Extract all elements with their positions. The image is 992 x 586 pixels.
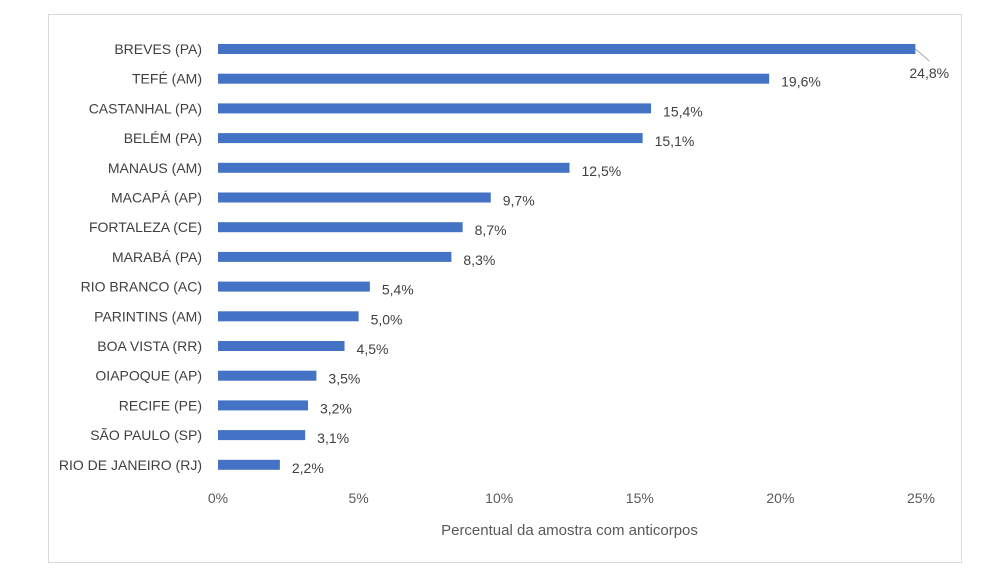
category-label: BELÉM (PA) xyxy=(124,130,202,146)
category-label: RIO DE JANEIRO (RJ) xyxy=(59,457,202,473)
bar xyxy=(218,133,643,144)
data-label: 15,1% xyxy=(655,133,695,149)
data-label: 8,3% xyxy=(463,252,495,268)
bar xyxy=(218,73,770,84)
category-label: TEFÉ (AM) xyxy=(132,71,202,87)
category-label: RECIFE (PE) xyxy=(119,397,202,413)
bar xyxy=(218,311,359,322)
data-label: 19,6% xyxy=(781,74,821,90)
bar xyxy=(218,251,452,262)
data-label: 5,0% xyxy=(371,311,403,327)
category-label: BREVES (PA) xyxy=(114,41,202,57)
category-label: SÃO PAULO (SP) xyxy=(90,427,202,443)
x-tick-label: 10% xyxy=(485,490,513,506)
bars xyxy=(218,44,916,470)
x-tick-label: 20% xyxy=(766,490,794,506)
data-label: 9,7% xyxy=(503,193,535,209)
x-tick-label: 5% xyxy=(348,490,368,506)
bar xyxy=(218,222,463,233)
data-label: 3,2% xyxy=(320,400,352,416)
data-label: 12,5% xyxy=(582,163,622,179)
data-labels: 24,8% 19,6% 15,4% 15,1% 12,5% 9,7% 8,7% 8,3% 5,4… xyxy=(292,48,949,476)
data-label: 8,7% xyxy=(475,222,507,238)
category-label: OIAPOQUE (AP) xyxy=(95,368,202,384)
bar xyxy=(218,162,570,173)
data-label: 4,5% xyxy=(357,341,389,357)
bar xyxy=(218,370,317,381)
category-label: RIO BRANCO (AC) xyxy=(81,279,202,295)
x-axis-title: Percentual da amostra com anticorpos xyxy=(441,522,698,539)
data-label: 24,8% xyxy=(909,65,949,81)
bar xyxy=(218,459,280,470)
bar xyxy=(218,192,491,203)
x-tick-label: 15% xyxy=(626,490,654,506)
data-label: 2,2% xyxy=(292,460,324,476)
data-label: 5,4% xyxy=(382,282,414,298)
x-tick-labels: 0% 5% 10% 15% 20% 25% xyxy=(208,490,935,506)
category-label: FORTALEZA (CE) xyxy=(89,219,202,235)
category-label: CASTANHAL (PA) xyxy=(89,100,202,116)
bar xyxy=(218,430,306,441)
leader-line xyxy=(915,48,930,62)
bar xyxy=(218,281,370,292)
data-label: 15,4% xyxy=(663,103,703,119)
category-labels: BREVES (PA) TEFÉ (AM) CASTANHAL (PA) BELÉM … xyxy=(59,41,202,473)
x-tick-label: 0% xyxy=(208,490,228,506)
category-label: PARINTINS (AM) xyxy=(94,308,202,324)
bar xyxy=(218,341,345,351)
category-label: MACAPÁ (AP) xyxy=(111,190,202,206)
data-label: 3,5% xyxy=(328,371,360,387)
x-tick-label: 25% xyxy=(907,490,935,506)
data-label: 3,1% xyxy=(317,430,349,446)
category-label: MANAUS (AM) xyxy=(108,160,202,176)
bar xyxy=(218,400,308,411)
bar xyxy=(218,44,916,54)
bar xyxy=(218,103,652,114)
category-label: MARABÁ (PA) xyxy=(112,249,202,265)
category-label: BOA VISTA (RR) xyxy=(97,338,202,354)
